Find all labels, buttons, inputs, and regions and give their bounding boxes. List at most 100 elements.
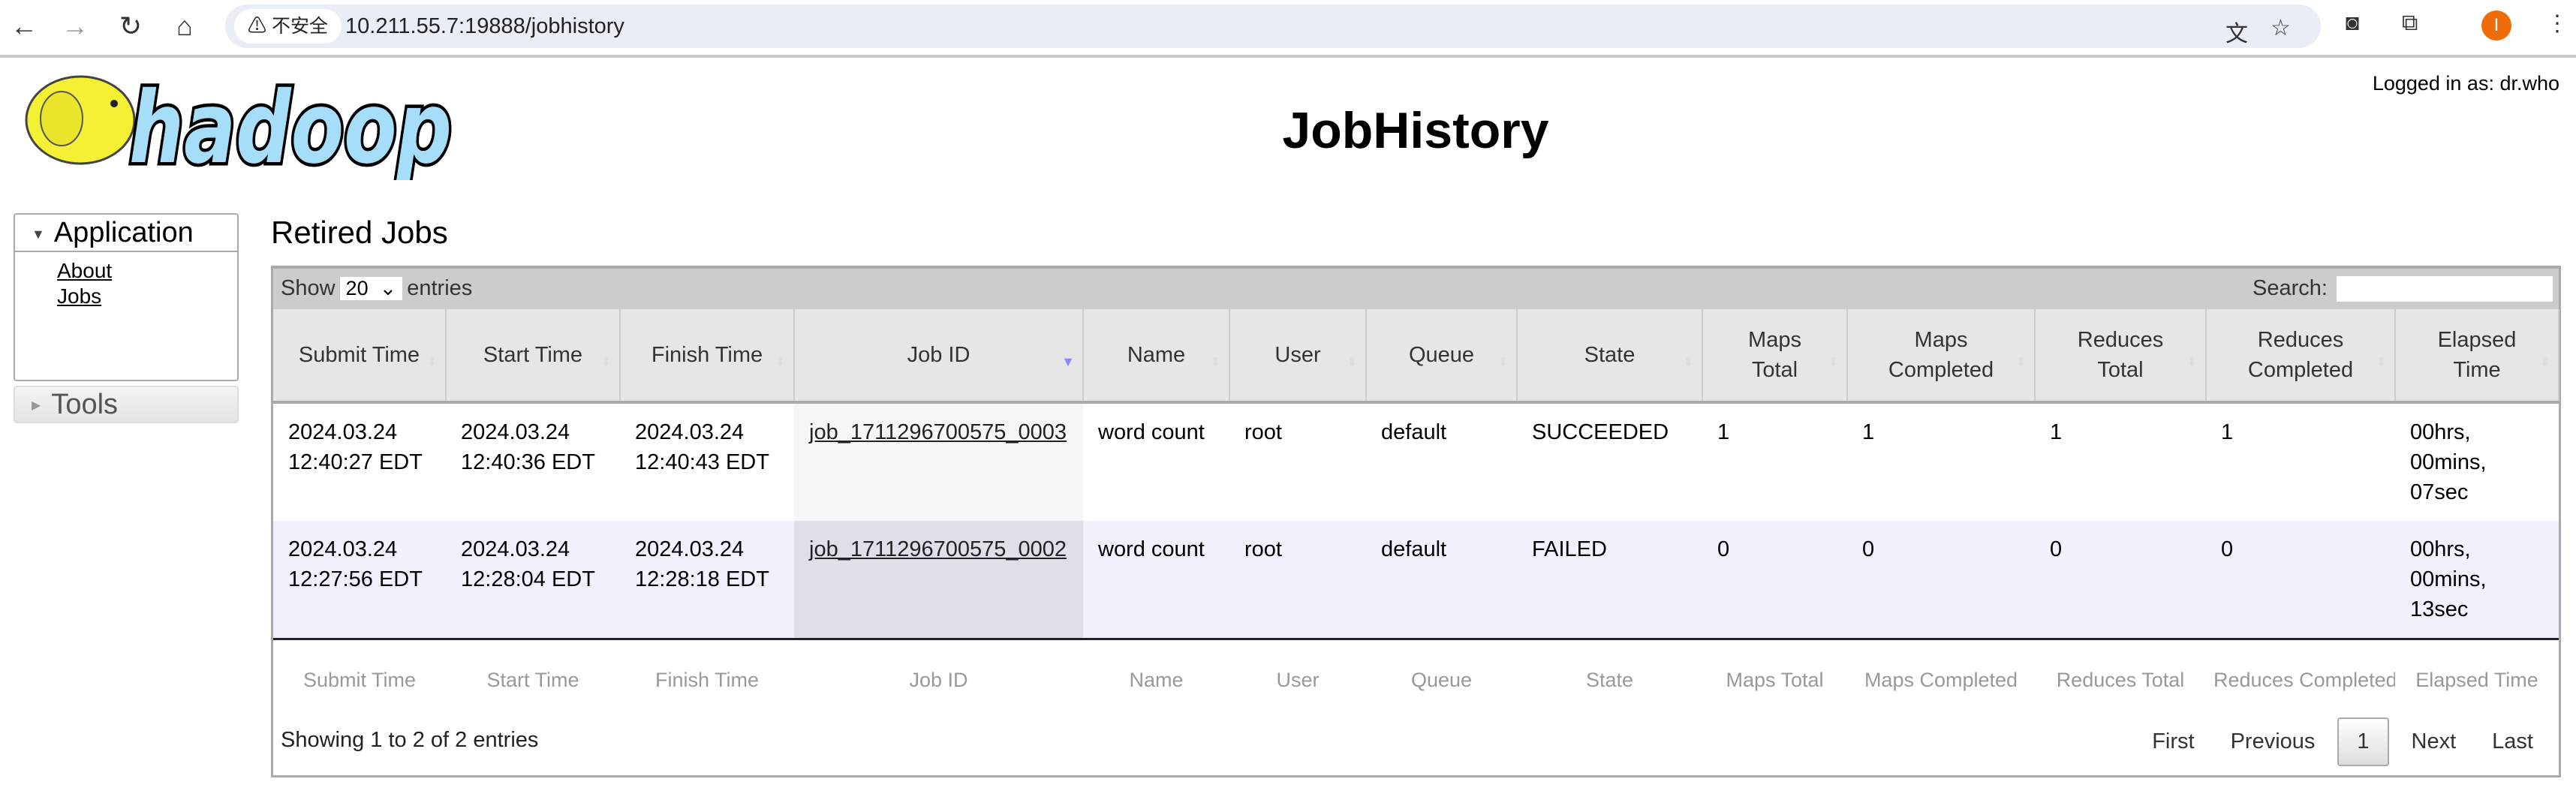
about-link[interactable]: About — [57, 259, 113, 282]
filter-submit-time[interactable]: Submit Time — [302, 669, 417, 692]
profile-avatar[interactable]: I — [2481, 11, 2511, 41]
filter-finish-time[interactable]: Finish Time — [655, 669, 760, 692]
jobs-table: Submit Time ⬍ Start Time ⬍ Finish Time ⬍ Job I… — [273, 309, 2559, 720]
reload-icon[interactable]: ↻ — [119, 11, 143, 41]
home-icon[interactable]: ⌂ — [176, 11, 193, 41]
sort-desc-icon: ▼ — [1061, 354, 1075, 369]
filter-state[interactable]: State — [1585, 669, 1634, 692]
sort-icon: ⬍ — [426, 354, 438, 369]
cell-user: root — [1229, 402, 1366, 521]
job-id-link[interactable]: job_1711296700575_0002 — [809, 537, 1067, 561]
cell-submit-time: 2024.03.24 12:40:27 EDT — [273, 402, 446, 521]
jobs-link[interactable]: Jobs — [57, 284, 102, 308]
cell-maps-completed: 1 — [1847, 402, 2035, 521]
sort-icon: ⬍ — [2375, 354, 2387, 369]
job-id-link[interactable]: job_1711296700575_0003 — [809, 420, 1067, 444]
cell-state: SUCCEEDED — [1517, 402, 1702, 521]
column-label: Elapsed Time — [2437, 328, 2517, 382]
entries-select[interactable]: 20 ⌄ — [339, 277, 403, 300]
search-input[interactable] — [2337, 276, 2553, 302]
column-header-elapsed-time[interactable]: Elapsed Time ⬍ — [2395, 309, 2559, 404]
application-header[interactable]: ▼ Application — [15, 215, 237, 252]
filter-maps-total[interactable]: Maps Total — [1726, 669, 1824, 692]
application-panel: ▼ Application About Jobs — [14, 213, 239, 381]
sort-icon: ⬍ — [774, 354, 786, 369]
column-label: Job ID — [907, 343, 971, 367]
column-header-state[interactable]: State ⬍ — [1517, 309, 1703, 404]
filter-reduces-total[interactable]: Reduces Total — [2056, 669, 2185, 692]
column-header-maps-completed[interactable]: Maps Completed ⬍ — [1847, 309, 2036, 404]
back-icon[interactable]: ← — [11, 11, 38, 41]
page-1-button[interactable]: 1 — [2337, 717, 2389, 766]
hadoop-logo: hadoop — [17, 66, 463, 190]
cell-state: FAILED — [1517, 521, 1702, 640]
column-header-queue[interactable]: Queue ⬍ — [1366, 309, 1518, 404]
filter-start-time[interactable]: Start Time — [486, 669, 579, 692]
cell-elapsed-time: 00hrs, 00mins, 13sec — [2395, 521, 2559, 640]
cell-reduces-completed: 1 — [2206, 402, 2395, 521]
url-text[interactable]: 10.211.55.7:19888/jobhistory — [345, 14, 624, 38]
column-header-reduces-total[interactable]: Reduces Total ⬍ — [2035, 309, 2207, 404]
previous-page-button[interactable]: Previous — [2230, 729, 2316, 753]
column-header-reduces-completed[interactable]: Reduces Completed ⬍ — [2206, 309, 2396, 404]
last-page-button[interactable]: Last — [2492, 729, 2533, 753]
sort-icon: ⬍ — [1682, 354, 1694, 369]
filter-reduces-completed[interactable]: Reduces Completed — [2213, 669, 2395, 692]
jobs-table-wrapper: Show 20 ⌄ entries Search: Submit Time ⬍ Star… — [271, 266, 2561, 777]
address-bar[interactable]: ⚠ 不安全 10.211.55.7:19888/jobhistory 文 ☆ — [225, 5, 2321, 48]
column-label: Maps Total — [1748, 328, 1801, 382]
cell-finish-time: 2024.03.24 12:40:43 EDT — [620, 402, 794, 521]
sort-icon: ⬍ — [600, 354, 612, 369]
next-page-button[interactable]: Next — [2411, 729, 2457, 753]
logged-in-user: Logged in as: dr.who — [2372, 72, 2559, 95]
cell-maps-total: 1 — [1702, 402, 1847, 521]
cell-maps-total: 0 — [1702, 521, 1847, 640]
filter-user[interactable]: User — [1276, 669, 1320, 692]
entries-label: entries — [407, 276, 473, 300]
filter-elapsed-time[interactable]: Elapsed Time — [2415, 669, 2538, 692]
column-label: Start Time — [483, 343, 583, 367]
column-header-maps-total[interactable]: Maps Total ⬍ — [1702, 309, 1848, 404]
first-page-button[interactable]: First — [2152, 729, 2195, 753]
column-header-submit-time[interactable]: Submit Time ⬍ — [273, 309, 447, 404]
cell-reduces-completed: 0 — [2206, 521, 2395, 640]
filter-maps-completed[interactable]: Maps Completed — [1864, 669, 2018, 692]
column-header-user[interactable]: User ⬍ — [1229, 309, 1367, 404]
security-chip[interactable]: ⚠ 不安全 — [234, 9, 342, 44]
column-label: Reduces Total — [2077, 328, 2164, 382]
cell-job-id: job_1711296700575_0003 — [794, 402, 1083, 521]
column-label: Queue — [1408, 343, 1475, 367]
column-label: User — [1274, 343, 1321, 367]
sort-icon: ⬍ — [1346, 354, 1358, 369]
column-header-job-id[interactable]: Job ID ▼ — [794, 309, 1084, 404]
sort-icon: ⬍ — [1209, 354, 1221, 369]
extension-icon[interactable]: ◙ — [2346, 11, 2360, 35]
star-icon[interactable]: ☆ — [2271, 16, 2291, 41]
security-label: 不安全 — [271, 16, 328, 37]
column-label: State — [1584, 343, 1636, 367]
column-label: Maps Completed — [1888, 328, 1994, 382]
cell-queue: default — [1366, 402, 1517, 521]
browser-toolbar: ← → ↻ ⌂ ⚠ 不安全 10.211.55.7:19888/jobhisto… — [0, 0, 2576, 58]
caret-down-icon: ▼ — [32, 226, 45, 242]
cell-start-time: 2024.03.24 12:40:36 EDT — [446, 402, 620, 521]
filter-job-id[interactable]: Job ID — [909, 669, 968, 692]
column-header-finish-time[interactable]: Finish Time ⬍ — [620, 309, 795, 404]
column-header-name[interactable]: Name ⬍ — [1083, 309, 1230, 404]
column-header-start-time[interactable]: Start Time ⬍ — [446, 309, 621, 404]
table-info: Showing 1 to 2 of 2 entries — [281, 728, 539, 752]
svg-text:hadoop: hadoop — [129, 71, 452, 180]
sort-icon: ⬍ — [1827, 354, 1839, 369]
forward-icon[interactable]: → — [62, 11, 89, 41]
cell-elapsed-time: 00hrs, 00mins, 07sec — [2395, 402, 2559, 521]
menu-icon[interactable]: ⋮ — [2546, 11, 2568, 36]
page-title: JobHistory — [1282, 102, 1549, 159]
filter-name[interactable]: Name — [1129, 669, 1184, 692]
filter-queue[interactable]: Queue — [1410, 669, 1473, 692]
cell-maps-completed: 0 — [1847, 521, 2035, 640]
tools-header[interactable]: ▶ Tools — [14, 386, 239, 423]
translate-icon[interactable]: 文 — [2225, 22, 2248, 47]
cell-finish-time: 2024.03.24 12:28:18 EDT — [620, 521, 794, 640]
puzzle-icon[interactable]: ⧉ — [2402, 11, 2418, 35]
show-label: Show — [281, 276, 336, 300]
